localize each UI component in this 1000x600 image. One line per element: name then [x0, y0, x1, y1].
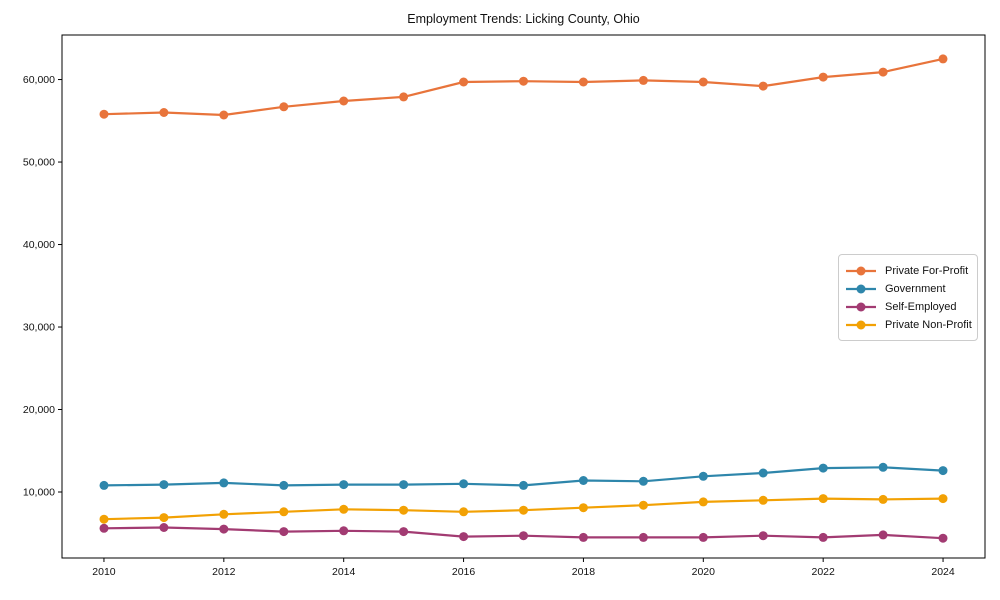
data-point-marker [938, 494, 948, 504]
data-point-marker [159, 108, 169, 117]
y-axis: 10,000 20,000 30,000 40,000 50,000 60,000 [23, 74, 62, 499]
x-tick-label: 2018 [572, 566, 596, 578]
data-point-marker [818, 72, 828, 82]
data-point-marker [159, 513, 169, 523]
y-tick-label: 60,000 [23, 74, 55, 86]
legend-line-marker-icon [846, 266, 876, 275]
y-tick-label: 20,000 [23, 404, 55, 416]
plot-frame [61, 34, 986, 559]
data-point-marker [938, 54, 948, 64]
legend-entry-private-non-profit: Private Non-Profit [846, 316, 972, 333]
data-point-marker [339, 504, 349, 514]
data-point-marker [99, 523, 109, 533]
data-point-marker [279, 507, 289, 517]
data-point-marker [459, 532, 469, 542]
x-tick-label: 2012 [212, 566, 236, 578]
data-point-marker [878, 67, 888, 77]
data-point-marker [938, 533, 948, 543]
data-point-marker [219, 110, 229, 120]
data-point-marker [399, 527, 409, 537]
legend-entry-self-employed: Self-Employed [846, 298, 969, 315]
x-axis: 2010 2012 2014 2016 2018 2020 2022 2024 [92, 558, 955, 578]
series-private-non-profit [99, 494, 948, 524]
data-point-marker [519, 76, 528, 86]
data-point-marker [698, 77, 708, 87]
data-point-marker [878, 494, 888, 504]
data-point-marker [219, 509, 229, 519]
data-point-marker [159, 523, 169, 532]
series-self-employed [99, 523, 948, 543]
series-government [99, 462, 948, 490]
data-point-marker [638, 532, 648, 542]
data-point-marker [698, 497, 708, 507]
data-point-marker [459, 479, 469, 489]
data-point-marker [159, 480, 169, 490]
chart-title: Employment Trends: Licking County, Ohio [407, 12, 640, 26]
data-point-marker [758, 81, 768, 91]
data-point-marker [878, 462, 888, 472]
data-point-marker [818, 494, 828, 504]
data-point-marker [578, 77, 588, 87]
data-point-marker [519, 505, 528, 515]
data-point-marker [758, 531, 768, 541]
data-point-marker [638, 75, 648, 85]
legend-label: Private Non-Profit [885, 318, 972, 331]
legend-label: Self-Employed [885, 300, 957, 313]
data-point-marker [638, 500, 648, 510]
y-tick-label: 40,000 [23, 239, 55, 251]
data-point-marker [279, 480, 289, 490]
x-tick-label: 2010 [92, 566, 116, 578]
x-tick-label: 2016 [452, 566, 476, 578]
x-tick-label: 2020 [692, 566, 716, 578]
data-point-marker [99, 480, 109, 490]
chart-legend: Private For-Profit Government Self-Employe… [838, 254, 978, 341]
data-point-marker [578, 532, 588, 542]
x-tick-label: 2022 [811, 566, 835, 578]
data-point-marker [519, 531, 528, 541]
data-point-marker [459, 77, 469, 87]
legend-entry-government: Government [846, 280, 969, 297]
data-point-marker [219, 478, 229, 488]
data-point-marker [578, 503, 588, 513]
series-private-for-profit [99, 54, 948, 120]
legend-line-marker-icon [846, 320, 876, 329]
data-point-marker [219, 524, 229, 534]
data-point-marker [638, 476, 648, 486]
data-point-marker [758, 468, 768, 478]
y-tick-label: 10,000 [23, 487, 55, 499]
data-point-marker [399, 505, 409, 515]
x-tick-label: 2024 [931, 566, 955, 578]
data-point-marker [399, 92, 409, 102]
data-point-marker [818, 532, 828, 542]
data-point-marker [99, 109, 109, 119]
data-point-marker [519, 480, 528, 490]
data-point-marker [698, 471, 708, 481]
data-point-marker [698, 532, 708, 542]
data-point-marker [758, 495, 768, 505]
data-point-marker [279, 102, 289, 112]
legend-label: Private For-Profit [885, 264, 969, 277]
legend-line-marker-icon [846, 284, 876, 293]
legend-line-marker-icon [846, 302, 876, 311]
series-line [103, 57, 944, 117]
data-point-marker [339, 96, 349, 106]
y-tick-label: 50,000 [23, 157, 55, 169]
data-point-marker [99, 514, 109, 524]
data-point-marker [818, 463, 828, 473]
data-point-marker [339, 526, 349, 536]
data-point-marker [339, 480, 349, 490]
data-point-marker [459, 507, 469, 517]
y-tick-label: 30,000 [23, 322, 55, 334]
data-point-marker [878, 530, 888, 540]
legend-label: Government [885, 282, 946, 295]
legend-entry-private-for-profit: Private For-Profit [846, 262, 969, 279]
x-tick-label: 2014 [332, 566, 356, 578]
data-point-marker [938, 466, 948, 476]
data-point-marker [279, 527, 289, 537]
data-point-marker [578, 476, 588, 485]
data-point-marker [399, 480, 409, 490]
